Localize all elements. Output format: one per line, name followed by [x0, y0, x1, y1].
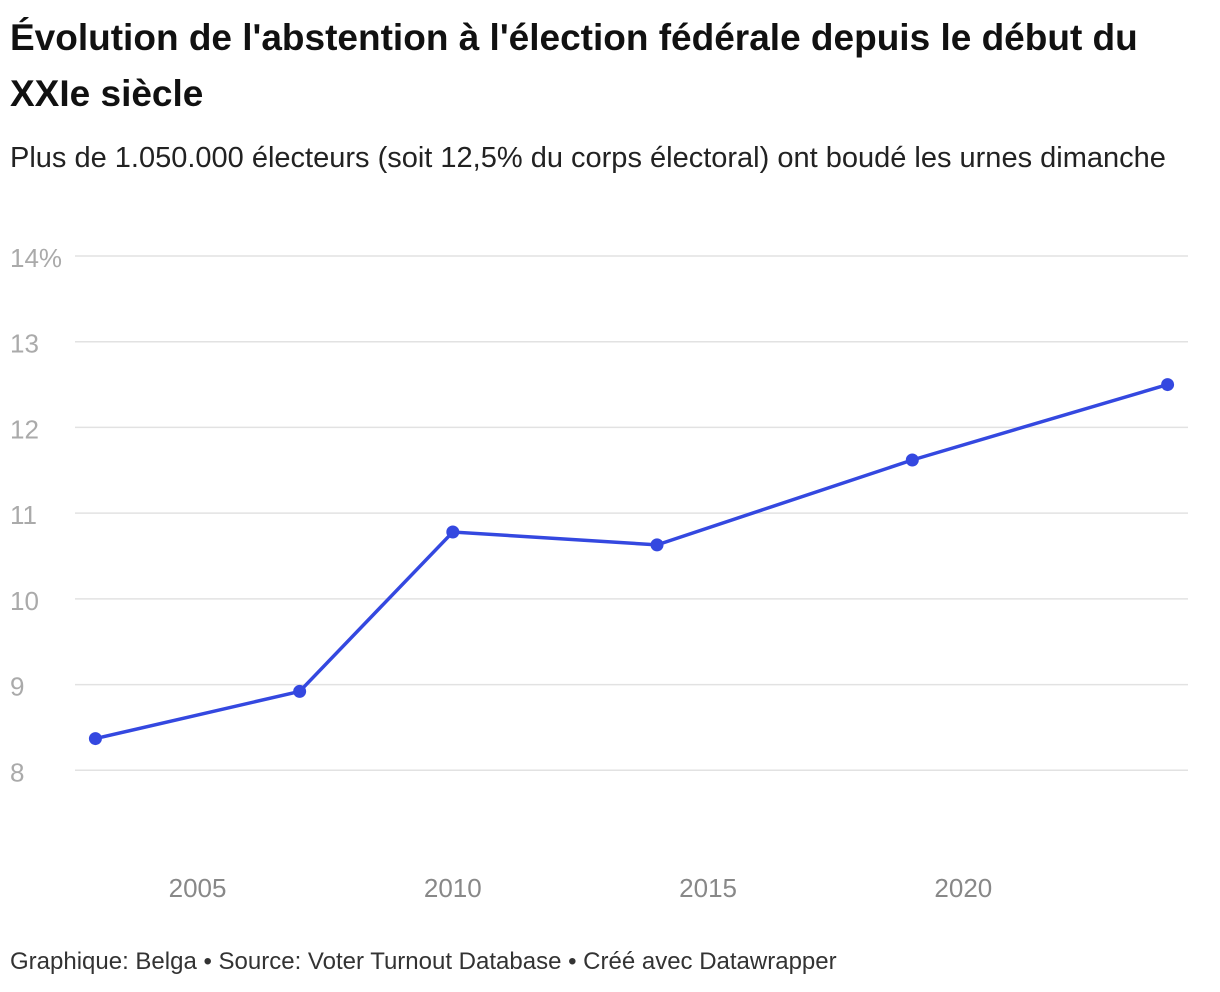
x-tick-label: 2005 — [169, 873, 227, 903]
point — [446, 525, 460, 539]
y-tick-label: 8 — [10, 757, 24, 787]
y-tick-label: 14% — [10, 243, 62, 273]
x-tick-label: 2010 — [424, 873, 482, 903]
point — [1161, 378, 1175, 392]
y-tick-label: 13 — [10, 329, 39, 359]
point — [293, 684, 307, 698]
y-tick-label: 12 — [10, 414, 39, 444]
chart-footer: Graphique: Belga • Source: Voter Turnout… — [10, 948, 837, 975]
y-tick-label: 9 — [10, 672, 24, 702]
point — [905, 453, 919, 467]
y-tick-label: 10 — [10, 586, 39, 616]
x-tick-label: 2020 — [934, 873, 992, 903]
point — [88, 732, 102, 746]
chart-title: Évolution de l'abstention à l'élection f… — [10, 17, 1138, 114]
y-tick-label: 11 — [10, 500, 37, 530]
chart-subtitle: Plus de 1.050.000 électeurs (soit 12,5% … — [10, 142, 1166, 174]
x-tick-label: 2015 — [679, 873, 737, 903]
point — [650, 538, 664, 552]
line — [95, 382, 1169, 741]
